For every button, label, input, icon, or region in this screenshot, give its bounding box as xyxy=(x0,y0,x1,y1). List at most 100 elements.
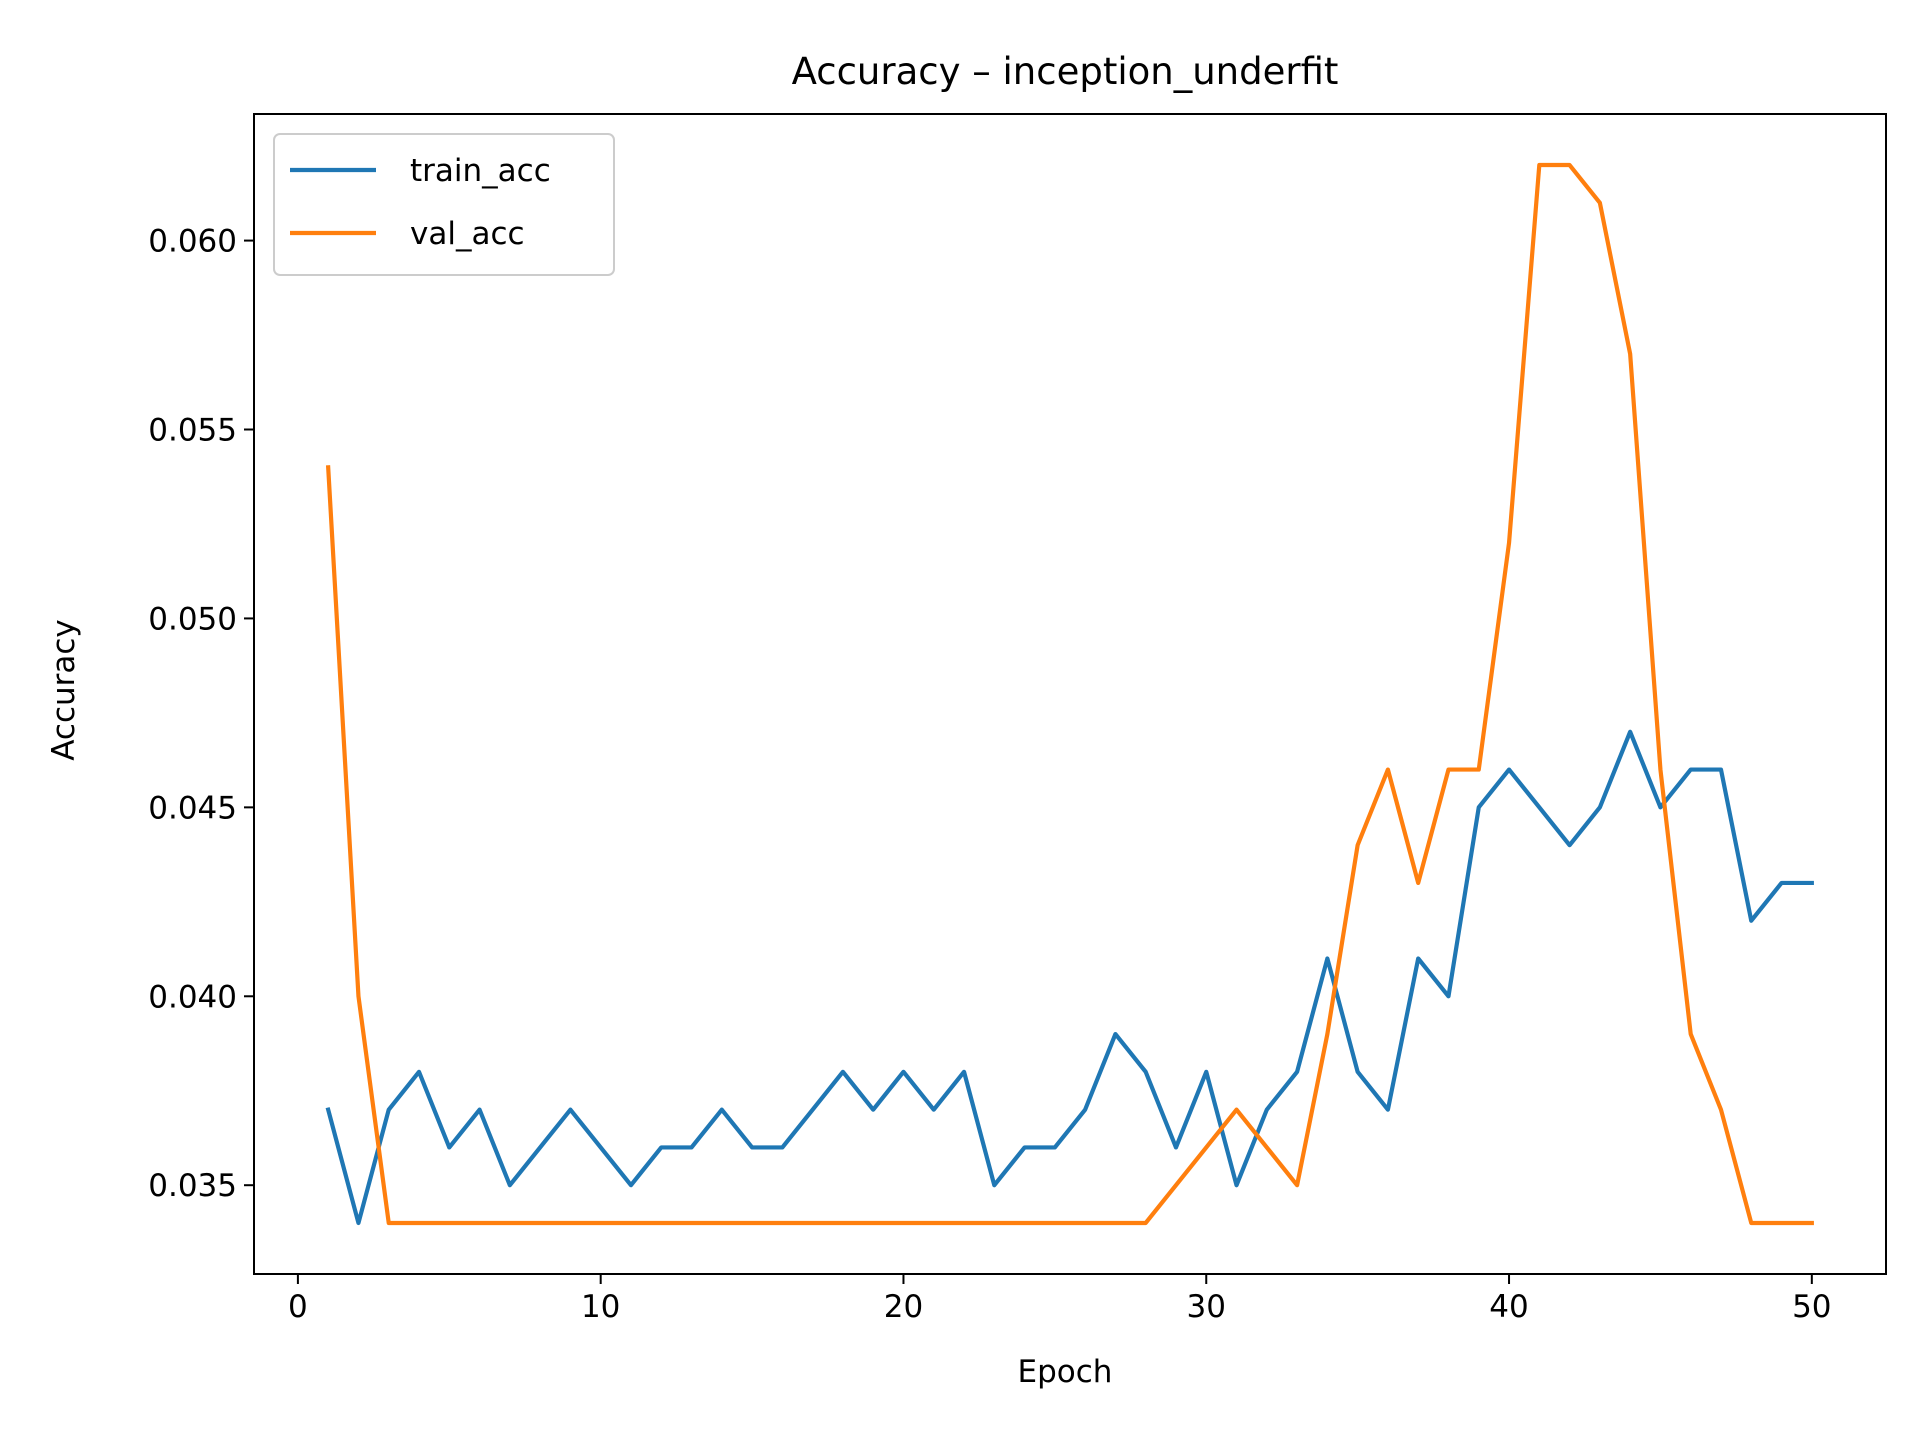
data-point-val_acc xyxy=(1266,1147,1267,1148)
data-point-val_acc xyxy=(994,1222,995,1223)
y-tick-label: 0.060 xyxy=(148,224,237,260)
data-point-val_acc xyxy=(812,1222,813,1223)
y-tick-label: 0.035 xyxy=(148,1168,237,1204)
data-point-train_acc xyxy=(1024,1147,1025,1148)
data-point-val_acc xyxy=(449,1222,450,1223)
data-point-train_acc xyxy=(1811,882,1812,883)
data-point-val_acc xyxy=(1509,542,1510,543)
data-point-val_acc xyxy=(358,996,359,997)
data-point-train_acc xyxy=(782,1147,783,1148)
data-point-train_acc xyxy=(479,1109,480,1110)
data-point-train_acc xyxy=(873,1109,874,1110)
data-point-val_acc xyxy=(842,1222,843,1223)
data-point-val_acc xyxy=(691,1222,692,1223)
data-point-val_acc xyxy=(1357,845,1358,846)
data-point-train_acc xyxy=(570,1109,571,1110)
data-point-val_acc xyxy=(1599,202,1600,203)
data-point-train_acc xyxy=(1387,1109,1388,1110)
data-point-train_acc xyxy=(842,1071,843,1072)
data-point-val_acc xyxy=(1690,1034,1691,1035)
x-tick-label: 10 xyxy=(581,1289,620,1325)
data-point-val_acc xyxy=(1448,769,1449,770)
data-point-val_acc xyxy=(570,1222,571,1223)
data-point-val_acc xyxy=(328,467,329,468)
data-point-train_acc xyxy=(1720,769,1721,770)
data-point-train_acc xyxy=(661,1147,662,1148)
data-point-val_acc xyxy=(1387,769,1388,770)
data-point-val_acc xyxy=(1720,1109,1721,1110)
data-point-train_acc xyxy=(1327,958,1328,959)
data-point-val_acc xyxy=(1175,1185,1176,1186)
data-point-train_acc xyxy=(1357,1071,1358,1072)
data-point-train_acc xyxy=(509,1185,510,1186)
data-point-train_acc xyxy=(1115,1034,1116,1035)
data-point-train_acc xyxy=(388,1109,389,1110)
data-point-val_acc xyxy=(964,1222,965,1223)
data-point-val_acc xyxy=(933,1222,934,1223)
data-point-val_acc xyxy=(1024,1222,1025,1223)
data-point-train_acc xyxy=(1478,807,1479,808)
data-point-train_acc xyxy=(994,1185,995,1186)
data-point-val_acc xyxy=(873,1222,874,1223)
x-tick-label: 50 xyxy=(1792,1289,1831,1325)
legend: train_acc val_acc xyxy=(273,133,615,276)
y-tick-label: 0.040 xyxy=(148,979,237,1015)
data-point-train_acc xyxy=(752,1147,753,1148)
plot-area xyxy=(325,162,1814,1226)
data-point-train_acc xyxy=(691,1147,692,1148)
data-point-val_acc xyxy=(388,1222,389,1223)
data-point-val_acc xyxy=(1781,1222,1782,1223)
data-point-val_acc xyxy=(1569,165,1570,166)
data-point-train_acc xyxy=(1297,1071,1298,1072)
data-point-train_acc xyxy=(630,1185,631,1186)
data-point-train_acc xyxy=(328,1109,329,1110)
data-point-val_acc xyxy=(1145,1222,1146,1223)
data-point-val_acc xyxy=(1660,769,1661,770)
data-point-train_acc xyxy=(1751,920,1752,921)
data-point-val_acc xyxy=(1811,1222,1812,1223)
data-point-val_acc xyxy=(1297,1185,1298,1186)
data-point-train_acc xyxy=(1509,769,1510,770)
data-point-val_acc xyxy=(903,1222,904,1223)
data-point-val_acc xyxy=(1418,882,1419,883)
data-point-val_acc xyxy=(540,1222,541,1223)
data-point-train_acc xyxy=(1085,1109,1086,1110)
data-point-val_acc xyxy=(782,1222,783,1223)
data-point-train_acc xyxy=(1781,882,1782,883)
data-point-train_acc xyxy=(812,1109,813,1110)
legend-label-train_acc: train_acc xyxy=(410,153,551,189)
data-point-train_acc xyxy=(1054,1147,1055,1148)
data-point-train_acc xyxy=(1266,1109,1267,1110)
data-point-val_acc xyxy=(1630,353,1631,354)
data-point-train_acc xyxy=(1660,807,1661,808)
y-tick-label: 0.045 xyxy=(148,790,237,826)
data-point-train_acc xyxy=(1175,1147,1176,1148)
data-point-train_acc xyxy=(933,1109,934,1110)
data-point-train_acc xyxy=(540,1147,541,1148)
data-point-val_acc xyxy=(1206,1147,1207,1148)
data-point-train_acc xyxy=(1236,1185,1237,1186)
data-point-train_acc xyxy=(1145,1071,1146,1072)
data-point-val_acc xyxy=(752,1222,753,1223)
axes-frame xyxy=(253,113,1887,1275)
data-point-train_acc xyxy=(1206,1071,1207,1072)
legend-label-val_acc: val_acc xyxy=(410,216,525,252)
data-point-train_acc xyxy=(1569,845,1570,846)
data-point-train_acc xyxy=(419,1071,420,1072)
data-point-val_acc xyxy=(1085,1222,1086,1223)
data-point-val_acc xyxy=(630,1222,631,1223)
data-point-train_acc xyxy=(358,1222,359,1223)
x-tick-label: 20 xyxy=(884,1289,923,1325)
data-point-train_acc xyxy=(1418,958,1419,959)
x-axis-label: Epoch xyxy=(1018,1354,1113,1390)
data-point-train_acc xyxy=(1539,807,1540,808)
data-point-val_acc xyxy=(1478,769,1479,770)
data-point-val_acc xyxy=(1751,1222,1752,1223)
y-axis-label: Accuracy xyxy=(46,619,82,761)
data-point-train_acc xyxy=(1690,769,1691,770)
data-point-train_acc xyxy=(600,1147,601,1148)
data-point-train_acc xyxy=(449,1147,450,1148)
data-point-train_acc xyxy=(1448,996,1449,997)
data-point-train_acc xyxy=(721,1109,722,1110)
